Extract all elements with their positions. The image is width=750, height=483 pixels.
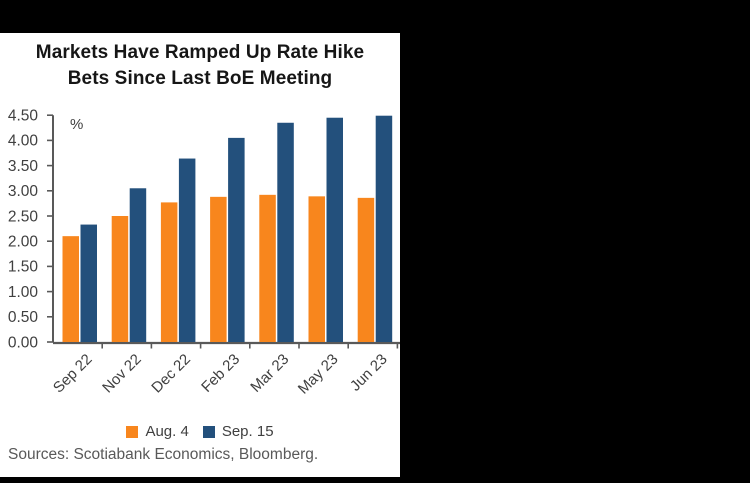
bar-sep-15-dec-22 <box>178 158 196 342</box>
bar-sep-15-may-23 <box>326 117 343 342</box>
x-axis-label-jun-23: Jun 23 <box>347 351 391 395</box>
chart-card: Markets Have Ramped Up Rate Hike Bets Si… <box>0 33 400 477</box>
y-axis-tick-label: 1.50 <box>8 259 39 276</box>
x-axis-label-dec-22: Dec 22 <box>148 351 194 397</box>
legend-item-sep-15: Sep. 15 <box>202 423 274 440</box>
y-axis-tick-label: 3.00 <box>8 183 39 200</box>
legend-label-aug-4: Aug. 4 <box>145 423 189 440</box>
chart-title-line-1: Markets Have Ramped Up Rate Hike <box>35 42 365 63</box>
legend-swatch-sep-15 <box>202 425 215 438</box>
y-axis-tick-label: 1.00 <box>8 284 39 301</box>
bar-sep-15-sep-22 <box>80 224 97 342</box>
y-axis-tick-label: 0.50 <box>8 309 39 326</box>
bar-sep-15-mar-23 <box>277 122 294 342</box>
bar-sep-15-jun-23 <box>375 115 393 342</box>
bar-aug-4-nov-22 <box>111 216 129 342</box>
unit-label: % <box>70 116 83 133</box>
legend-label-sep-15: Sep. 15 <box>221 423 274 440</box>
bar-sep-15-feb-23 <box>228 137 245 342</box>
chart-title: Markets Have Ramped Up Rate Hike Bets Si… <box>0 40 400 92</box>
x-axis-label-feb-23: Feb 23 <box>198 351 243 396</box>
bar-aug-4-dec-22 <box>160 202 178 342</box>
y-axis-tick-label: 3.50 <box>8 158 39 175</box>
x-axis-label-sep-22: Sep 22 <box>50 351 96 397</box>
y-axis-tick-label: 2.50 <box>8 208 39 225</box>
x-axis-label-nov-22: Nov 22 <box>99 351 145 397</box>
bar-aug-4-mar-23 <box>259 194 276 342</box>
bar-aug-4-sep-22 <box>62 236 79 342</box>
y-axis-tick-label: 0.00 <box>8 334 39 351</box>
chart-title-line-2: Bets Since Last BoE Meeting <box>67 68 333 89</box>
legend-swatch-aug-4 <box>126 425 139 438</box>
sources-text: Sources: Scotiabank Economics, Bloomberg… <box>8 446 319 463</box>
bar-aug-4-may-23 <box>308 196 325 342</box>
bar-aug-4-feb-23 <box>210 196 227 342</box>
bar-chart: 0.00 0.50 1.00 1.50 2.00 2.50 3.00 3.50 4.00 4.50… <box>8 108 400 398</box>
bar-aug-4-jun-23 <box>357 197 375 342</box>
bar-sep-15-nov-22 <box>129 188 147 342</box>
x-axis-label-may-23: May 23 <box>295 351 342 398</box>
x-axis-label-mar-23: Mar 23 <box>247 351 292 396</box>
legend-item-aug-4: Aug. 4 <box>126 423 189 440</box>
chart-legend: Aug. 4 Sep. 15 <box>0 423 400 440</box>
y-axis-tick-label: 2.00 <box>8 234 39 251</box>
y-axis-tick-label: 4.00 <box>8 133 39 150</box>
y-axis-tick-label: 4.50 <box>8 108 39 125</box>
